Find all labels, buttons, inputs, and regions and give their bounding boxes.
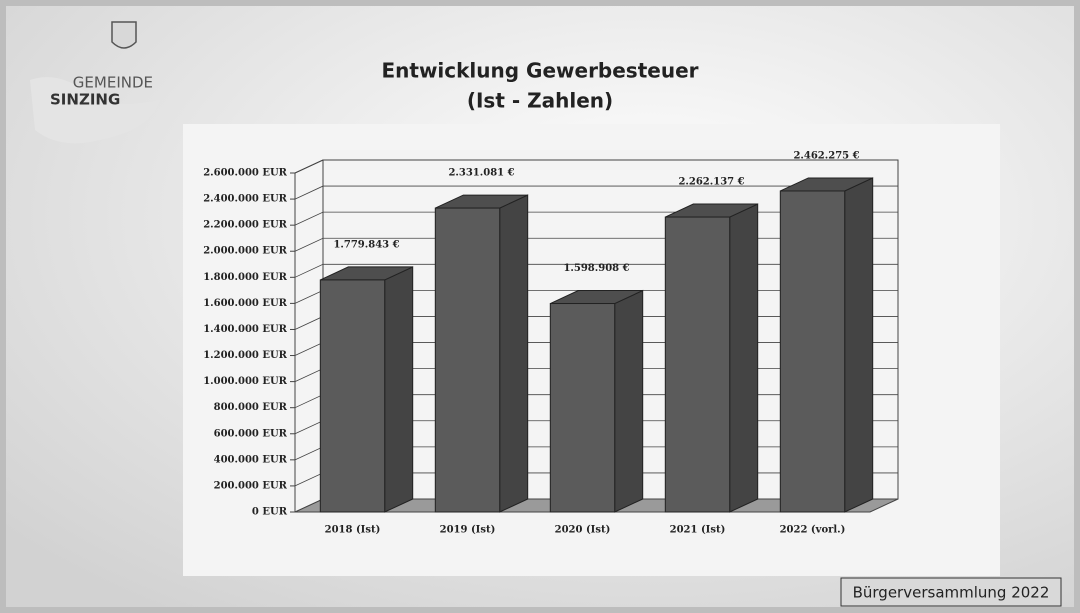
bar-side: [844, 177, 874, 513]
bar: [319, 279, 386, 513]
value-label: 1.779.843 €: [333, 239, 399, 250]
footer-box: [840, 577, 1062, 607]
bar: [779, 190, 846, 513]
x-tick-label: 2022 (vorl.): [780, 525, 846, 536]
bar-side: [729, 203, 759, 513]
value-label: 2.262.137 €: [678, 177, 744, 188]
bar-side: [614, 289, 644, 513]
y-tick-label: 600.000 EUR: [214, 428, 288, 439]
y-tick-label: 2.400.000 EUR: [203, 194, 287, 205]
y-tick-label: 1.200.000 EUR: [203, 350, 287, 361]
value-label: 2.462.275 €: [793, 150, 859, 161]
bar: [664, 216, 731, 513]
y-tick-label: 200.000 EUR: [214, 480, 288, 491]
coat-of-arms: [111, 21, 137, 49]
y-tick-label: 400.000 EUR: [214, 454, 288, 465]
chart-title: Entwicklung Gewerbesteuer: [381, 59, 698, 83]
bar-side: [384, 266, 414, 513]
logo-line2: SINZING: [50, 91, 120, 109]
bar: [549, 303, 616, 513]
x-tick-label: 2021 (Ist): [670, 525, 726, 536]
y-tick-label: 2.200.000 EUR: [203, 220, 287, 231]
y-tick-label: 1.600.000 EUR: [203, 298, 287, 309]
plot: 0 EUR 200.000 EUR 400.000 EUR 600.000 EUR 80…: [203, 150, 899, 536]
value-label: 1.598.908 €: [563, 263, 629, 274]
x-tick-label: 2018 (Ist): [325, 525, 381, 536]
chart-subtitle: (Ist - Zahlen): [467, 89, 613, 113]
y-tick-label: 800.000 EUR: [214, 402, 288, 413]
grid-line: [294, 185, 898, 200]
y-tick-label: 1.400.000 EUR: [203, 324, 287, 335]
value-label: 2.331.081 €: [448, 168, 514, 179]
y-tick-label: 0 EUR: [252, 507, 288, 518]
y-tick-label: 2.000.000 EUR: [203, 246, 287, 257]
y-tick-label: 1.000.000 EUR: [203, 376, 287, 387]
map-shape: [30, 77, 160, 144]
x-tick-label: 2020 (Ist): [555, 525, 611, 536]
y-tick-label: 2.600.000 EUR: [203, 168, 287, 179]
bar: [434, 207, 501, 513]
x-tick-label: 2019 (Ist): [440, 525, 496, 536]
grid-line: [294, 159, 898, 174]
logo-line1: GEMEINDE: [73, 74, 153, 92]
footer: Bürgerversammlung 2022: [853, 584, 1050, 602]
y-tick-label: 1.800.000 EUR: [203, 272, 287, 283]
bar-side: [499, 194, 529, 513]
